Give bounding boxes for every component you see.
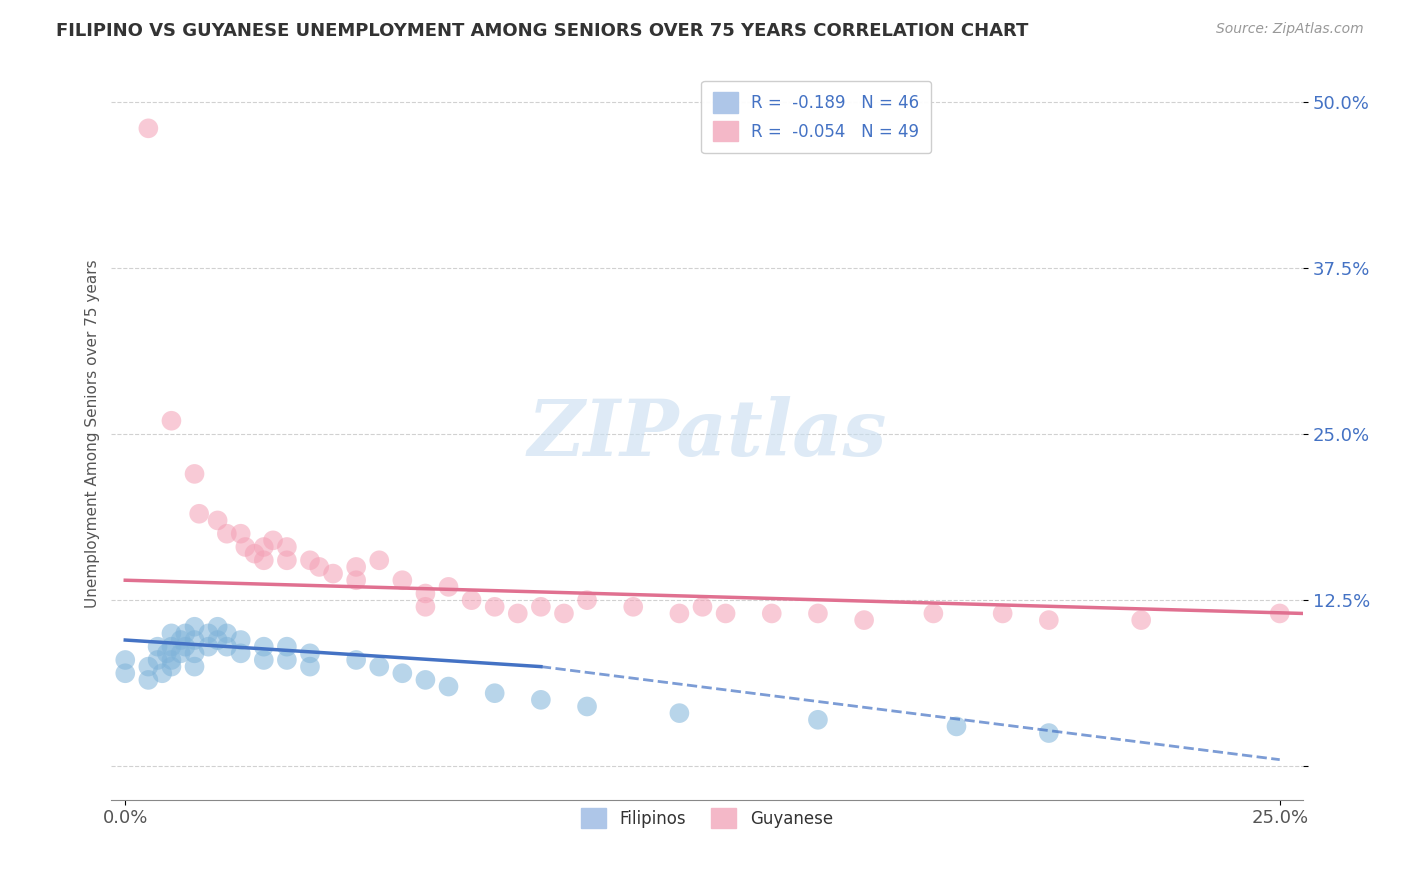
- Point: [207, 633, 229, 648]
- Point: [174, 626, 197, 640]
- Point: [150, 666, 173, 681]
- Point: [160, 414, 183, 428]
- Point: [114, 653, 136, 667]
- Point: [207, 513, 229, 527]
- Point: [807, 607, 830, 621]
- Point: [714, 607, 737, 621]
- Point: [553, 607, 575, 621]
- Point: [253, 640, 276, 654]
- Point: [576, 593, 599, 607]
- Point: [1268, 607, 1291, 621]
- Point: [183, 467, 205, 481]
- Point: [253, 540, 276, 554]
- Point: [183, 659, 205, 673]
- Point: [276, 553, 298, 567]
- Point: [207, 620, 229, 634]
- Point: [308, 560, 330, 574]
- Point: [506, 607, 529, 621]
- Point: [530, 599, 553, 614]
- Point: [530, 693, 553, 707]
- Point: [344, 653, 367, 667]
- Point: [183, 620, 205, 634]
- Point: [160, 659, 183, 673]
- Point: [761, 607, 783, 621]
- Point: [146, 640, 169, 654]
- Point: [807, 713, 830, 727]
- Point: [253, 553, 276, 567]
- Legend: Filipinos, Guyanese: Filipinos, Guyanese: [575, 801, 839, 835]
- Point: [160, 640, 183, 654]
- Point: [415, 599, 437, 614]
- Point: [368, 553, 391, 567]
- Point: [229, 633, 252, 648]
- Point: [853, 613, 876, 627]
- Point: [415, 673, 437, 687]
- Point: [146, 653, 169, 667]
- Point: [1130, 613, 1153, 627]
- Point: [1038, 726, 1060, 740]
- Point: [114, 666, 136, 681]
- Point: [183, 646, 205, 660]
- Point: [262, 533, 284, 548]
- Point: [576, 699, 599, 714]
- Point: [229, 526, 252, 541]
- Point: [460, 593, 482, 607]
- Point: [138, 121, 160, 136]
- Point: [276, 640, 298, 654]
- Point: [298, 659, 321, 673]
- Point: [391, 573, 413, 587]
- Point: [188, 507, 211, 521]
- Point: [415, 586, 437, 600]
- Point: [922, 607, 945, 621]
- Point: [215, 640, 238, 654]
- Point: [170, 646, 193, 660]
- Point: [298, 646, 321, 660]
- Point: [215, 626, 238, 640]
- Point: [368, 659, 391, 673]
- Point: [276, 540, 298, 554]
- Point: [156, 646, 179, 660]
- Point: [138, 673, 160, 687]
- Point: [253, 653, 276, 667]
- Point: [215, 526, 238, 541]
- Point: [160, 626, 183, 640]
- Point: [391, 666, 413, 681]
- Point: [484, 599, 506, 614]
- Point: [692, 599, 714, 614]
- Point: [437, 680, 460, 694]
- Point: [243, 547, 266, 561]
- Point: [621, 599, 644, 614]
- Point: [160, 653, 183, 667]
- Point: [276, 653, 298, 667]
- Point: [183, 633, 205, 648]
- Point: [170, 633, 193, 648]
- Point: [229, 646, 252, 660]
- Text: Source: ZipAtlas.com: Source: ZipAtlas.com: [1216, 22, 1364, 37]
- Text: ZIPatlas: ZIPatlas: [527, 396, 887, 472]
- Point: [197, 640, 219, 654]
- Point: [437, 580, 460, 594]
- Point: [668, 607, 690, 621]
- Y-axis label: Unemployment Among Seniors over 75 years: Unemployment Among Seniors over 75 years: [86, 260, 100, 608]
- Point: [174, 640, 197, 654]
- Point: [233, 540, 256, 554]
- Point: [344, 573, 367, 587]
- Point: [991, 607, 1014, 621]
- Point: [945, 719, 967, 733]
- Point: [484, 686, 506, 700]
- Point: [322, 566, 344, 581]
- Point: [138, 659, 160, 673]
- Point: [197, 626, 219, 640]
- Text: FILIPINO VS GUYANESE UNEMPLOYMENT AMONG SENIORS OVER 75 YEARS CORRELATION CHART: FILIPINO VS GUYANESE UNEMPLOYMENT AMONG …: [56, 22, 1029, 40]
- Point: [1038, 613, 1060, 627]
- Point: [298, 553, 321, 567]
- Point: [668, 706, 690, 720]
- Point: [344, 560, 367, 574]
